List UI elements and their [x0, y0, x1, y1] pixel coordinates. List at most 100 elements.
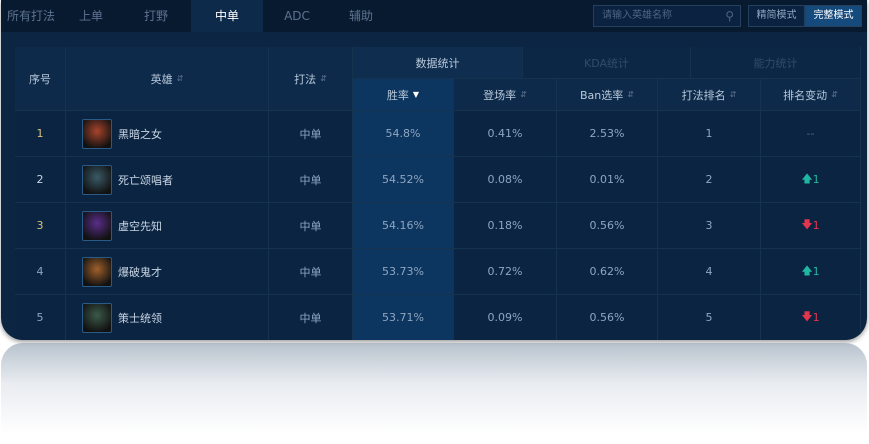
- header-role[interactable]: 打法 ⇵: [269, 47, 353, 111]
- row-rank-change: 🡅 1: [761, 249, 861, 295]
- row-role-rank: 1: [658, 111, 761, 157]
- tab-3[interactable]: 中单: [191, 0, 263, 32]
- sort-icon[interactable]: ⇵: [729, 90, 737, 99]
- sort-icon[interactable]: ⇵: [627, 90, 634, 99]
- hero-stats-panel: 所有打法 上单 打野 中单 ADC 辅助 请输入英雄名称 ⚲ 精简模式 完整模式 序号 英雄 ⇵…: [1, 0, 867, 340]
- header-pick[interactable]: 登场率 ⇵: [454, 79, 557, 111]
- group-tab-0[interactable]: 数据统计: [353, 47, 523, 79]
- header-change-label: 排名变动: [783, 88, 828, 102]
- row-hero[interactable]: 黑暗之女: [66, 111, 269, 157]
- simple-mode-button[interactable]: 精简模式: [748, 5, 805, 27]
- rank-change-value: 1: [812, 219, 820, 232]
- row-pick-rate-label: 0.08%: [487, 173, 523, 186]
- row-rank-label: 5: [36, 311, 44, 324]
- rank-change-value: 1: [812, 311, 820, 324]
- row-role-rank: 3: [658, 203, 761, 249]
- rank-change-value: 1: [812, 265, 820, 278]
- row-rank-label: 1: [36, 127, 44, 140]
- hero-name[interactable]: 黑暗之女: [118, 127, 162, 141]
- row-role: 中单: [269, 295, 353, 340]
- row-hero[interactable]: 爆破鬼才: [66, 249, 269, 295]
- row-ban-rate-label: 0.56%: [589, 219, 625, 232]
- row-ban-rate-label: 0.01%: [589, 173, 625, 186]
- row-ban-rate: 0.56%: [557, 203, 658, 249]
- row-ban-rate: 2.53%: [557, 111, 658, 157]
- header-role_rank[interactable]: 打法排名 ⇵: [658, 79, 761, 111]
- row-role-rank-label: 4: [705, 265, 713, 278]
- row-rank: 5: [15, 295, 66, 340]
- arrow-down-icon: 🡇: [801, 218, 813, 231]
- row-role: 中单: [269, 157, 353, 203]
- row-role: 中单: [269, 111, 353, 157]
- arrow-up-icon: 🡅: [801, 264, 813, 277]
- row-pick-rate-label: 0.72%: [487, 265, 523, 278]
- hero-avatar[interactable]: [82, 164, 112, 195]
- hero-search-input[interactable]: 请输入英雄名称 ⚲: [593, 5, 741, 27]
- tab-1[interactable]: 上单: [78, 9, 103, 23]
- row-ban-rate: 0.01%: [557, 157, 658, 203]
- search-icon[interactable]: ⚲: [725, 9, 734, 23]
- sort-icon[interactable]: ⇵: [320, 74, 327, 83]
- group-tab-0-label: 数据统计: [415, 56, 460, 70]
- header-role_rank-label: 打法排名: [681, 88, 726, 102]
- row-role: 中单: [269, 249, 353, 295]
- header-win[interactable]: 胜率 ▼: [353, 79, 454, 111]
- hero-name[interactable]: 策士统领: [118, 311, 162, 325]
- header-hero-label: 英雄: [150, 72, 173, 86]
- hero-stats-table: 序号 英雄 ⇵ 打法 ⇵ 数据统计 KDA统计 能力统计 胜率 ▼ 登场率 ⇵ Ban选率 ⇵ 打法排名 ⇵ 排…: [15, 47, 861, 340]
- row-win-rate: 54.8%: [353, 111, 454, 157]
- row-hero[interactable]: 死亡颂唱者: [66, 157, 269, 203]
- row-win-rate-label: 53.73%: [382, 265, 424, 278]
- row-win-rate-label: 53.71%: [382, 311, 424, 324]
- header-rank: 序号: [15, 47, 66, 111]
- row-role-rank-label: 3: [705, 219, 713, 232]
- group-tab-2-label: 能力统计: [753, 56, 798, 70]
- row-rank-label: 2: [36, 173, 44, 186]
- hero-name[interactable]: 爆破鬼才: [118, 265, 162, 279]
- row-win-rate: 53.71%: [353, 295, 454, 340]
- row-pick-rate-label: 0.09%: [487, 311, 523, 324]
- hero-avatar[interactable]: [82, 256, 112, 287]
- sort-icon[interactable]: ⇵: [520, 90, 527, 99]
- row-hero[interactable]: 策士统领: [66, 295, 269, 340]
- sort-icon[interactable]: ⇵: [176, 74, 184, 83]
- tab-5[interactable]: 辅助: [348, 9, 373, 23]
- arrow-up-icon: 🡅: [801, 172, 813, 185]
- group-tab-2[interactable]: 能力统计: [691, 47, 861, 79]
- row-win-rate: 54.16%: [353, 203, 454, 249]
- row-rank-label: 4: [36, 265, 44, 278]
- header-ban[interactable]: Ban选率 ⇵: [557, 79, 658, 111]
- row-rank: 3: [15, 203, 66, 249]
- row-win-rate: 54.52%: [353, 157, 454, 203]
- group-tab-1-label: KDA统计: [583, 56, 629, 70]
- row-rank-change: 🡇 1: [761, 203, 861, 249]
- hero-avatar[interactable]: [82, 302, 112, 333]
- header-change[interactable]: 排名变动 ⇵: [761, 79, 861, 111]
- hero-name[interactable]: 死亡颂唱者: [118, 173, 173, 187]
- reflection: [1, 343, 867, 444]
- row-role-label: 中单: [299, 127, 322, 141]
- row-rank-change: --: [761, 111, 861, 157]
- row-role-rank: 5: [658, 295, 761, 340]
- row-ban-rate-label: 0.56%: [589, 311, 625, 324]
- row-hero[interactable]: 虚空先知: [66, 203, 269, 249]
- sort-desc-icon[interactable]: ▼: [412, 90, 420, 99]
- row-role-rank: 2: [658, 157, 761, 203]
- tab-4[interactable]: ADC: [284, 9, 310, 23]
- hero-name[interactable]: 虚空先知: [118, 219, 162, 233]
- hero-avatar[interactable]: [82, 210, 112, 241]
- tab-2[interactable]: 打野: [143, 9, 168, 23]
- row-pick-rate: 0.41%: [454, 111, 557, 157]
- sort-icon[interactable]: ⇵: [831, 90, 838, 99]
- group-tab-1[interactable]: KDA统计: [523, 47, 691, 79]
- row-pick-rate: 0.09%: [454, 295, 557, 340]
- hero-avatar[interactable]: [82, 118, 112, 149]
- row-rank: 4: [15, 249, 66, 295]
- header-hero[interactable]: 英雄 ⇵: [66, 47, 269, 111]
- tab-0[interactable]: 所有打法: [6, 9, 55, 23]
- row-role-label: 中单: [299, 219, 322, 233]
- arrow-down-icon: 🡇: [801, 310, 813, 323]
- full-mode-button[interactable]: 完整模式: [805, 5, 862, 27]
- search-placeholder: 请输入英雄名称: [602, 10, 672, 21]
- row-role-rank-label: 5: [705, 311, 713, 324]
